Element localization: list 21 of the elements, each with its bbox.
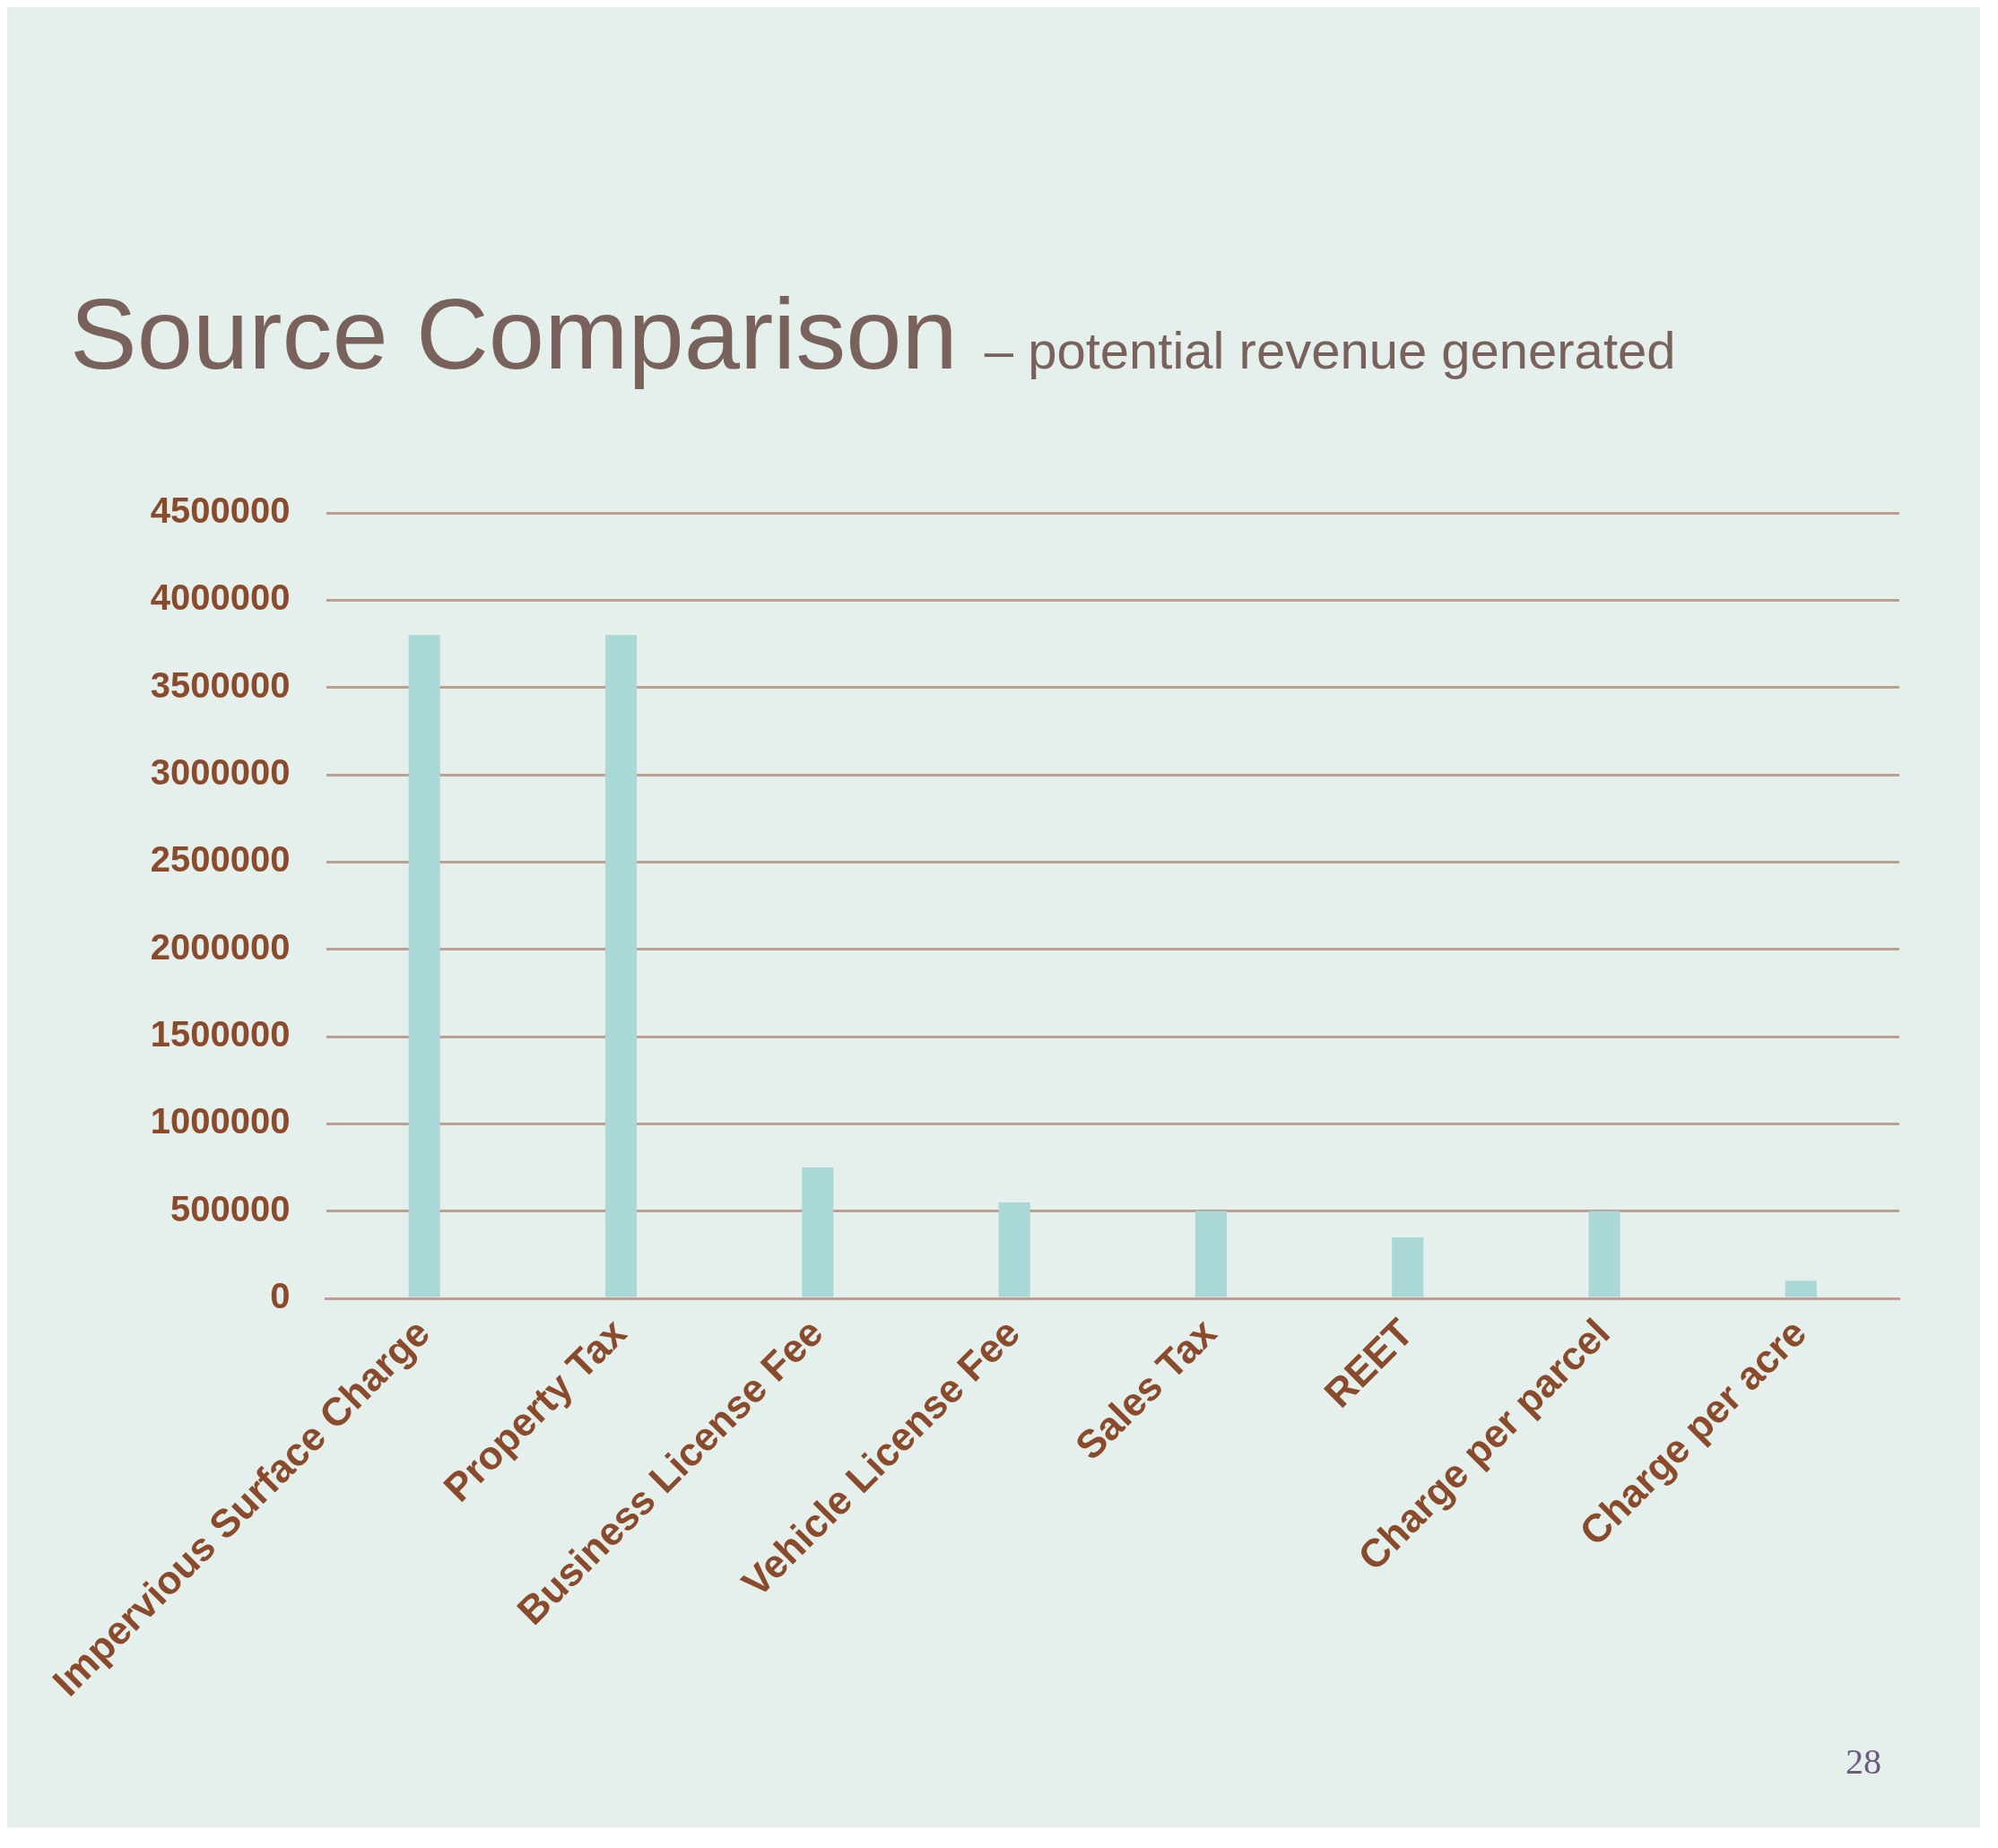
bar bbox=[1392, 1236, 1424, 1297]
y-tick-label: 2500000 bbox=[150, 839, 291, 880]
bar bbox=[1194, 1210, 1227, 1297]
bar bbox=[604, 635, 638, 1297]
y-tick-label: 500000 bbox=[170, 1188, 291, 1228]
y-tick-label: 3000000 bbox=[150, 752, 291, 793]
bar bbox=[802, 1167, 834, 1297]
y-tick-label: 1000000 bbox=[150, 1101, 291, 1141]
bar bbox=[1588, 1210, 1620, 1297]
text: 28 bbox=[1846, 1740, 1881, 1783]
chart-title: Source Comparison bbox=[70, 278, 958, 390]
y-tick-label: 4000000 bbox=[150, 577, 291, 618]
y-tick-label: 0 bbox=[270, 1276, 291, 1316]
y-tick-label: 4500000 bbox=[150, 490, 291, 531]
y-tick-label: 3500000 bbox=[150, 664, 291, 705]
bar bbox=[998, 1202, 1030, 1297]
bar bbox=[1785, 1280, 1817, 1297]
y-tick-label: 1500000 bbox=[150, 1014, 291, 1054]
bar bbox=[408, 635, 440, 1297]
chart-subtitle: – potential revenue generated bbox=[984, 321, 1676, 379]
y-tick-label: 2000000 bbox=[150, 926, 291, 967]
